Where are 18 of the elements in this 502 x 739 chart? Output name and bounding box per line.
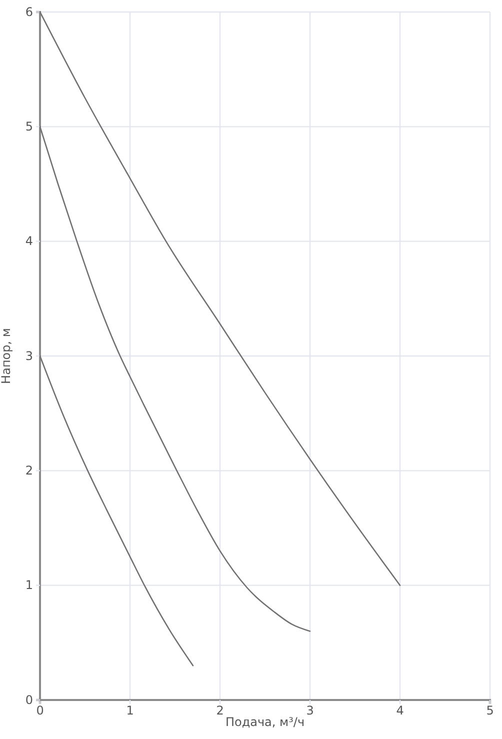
- line-series: [39, 11, 401, 586]
- y-tick-label: 6: [25, 4, 33, 19]
- y-axis-title: Напор, м: [0, 328, 13, 384]
- line-series: [39, 126, 311, 632]
- y-tick-label: 0: [25, 692, 33, 707]
- x-tick-label: 0: [36, 704, 44, 718]
- x-tick-label: 1: [126, 704, 134, 718]
- x-tick-label: 4: [396, 704, 404, 718]
- y-tick-label: 3: [25, 348, 33, 363]
- y-tick-label: 5: [25, 120, 33, 134]
- x-tick-label: 3: [306, 704, 314, 718]
- x-axis-title: Подача, м³/ч: [225, 715, 305, 729]
- y-tick-label: 1: [25, 578, 33, 592]
- x-tick-label: 5: [486, 704, 494, 718]
- y-tick-label: 4: [25, 234, 33, 248]
- y-tick-label: 2: [25, 464, 33, 478]
- x-tick-label: 2: [216, 704, 224, 718]
- line-series: [39, 355, 194, 666]
